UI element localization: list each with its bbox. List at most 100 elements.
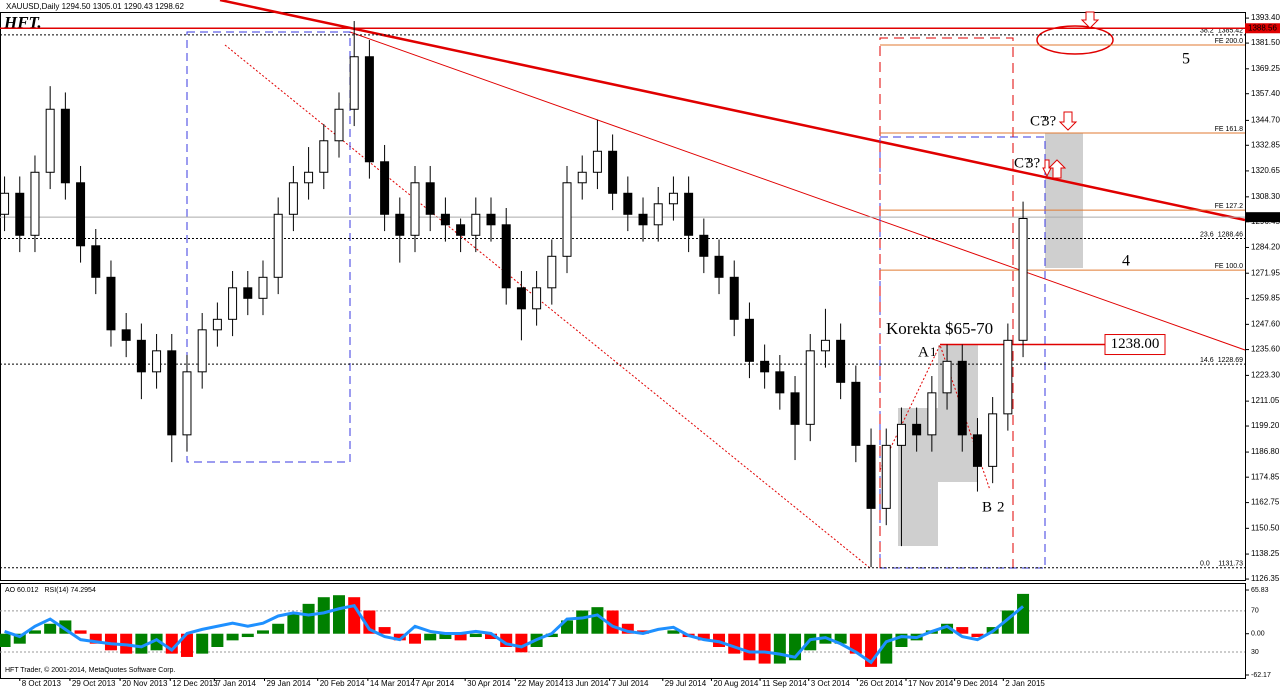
y-tick-label: 1247.60 (1251, 319, 1280, 328)
y-tick-label: 1211.05 (1251, 396, 1280, 405)
x-tick-label: 8 Oct 2013 (22, 679, 62, 688)
copyright: HFT Trader, © 2001-2014, MetaQuotes Soft… (5, 666, 175, 674)
candle-body (136, 339, 146, 373)
logo: HFT. (3, 13, 42, 32)
candle-body (820, 339, 830, 352)
x-tick-label: 3 Oct 2014 (811, 679, 851, 688)
trend-line (219, 0, 1246, 222)
candle-body (334, 108, 344, 142)
fe-name: FE 100.0 (1215, 263, 1244, 270)
fibo-value: 1288.46 (1218, 231, 1243, 238)
y-tick-label: 1271.95 (1251, 268, 1280, 277)
x-tick-label: 20 Feb 2014 (320, 679, 365, 688)
ao-bar (728, 633, 741, 654)
candle-body (288, 182, 298, 215)
y-tick-label: 1223.30 (1251, 371, 1280, 380)
y-tick-label: 1186.80 (1251, 447, 1280, 456)
annotation: 5 (1182, 51, 1190, 68)
x-tick-label: 20 Aug 2014 (713, 679, 758, 688)
candle-body (380, 161, 390, 215)
candle-body (15, 192, 25, 236)
price-tag-label: 1298.62 (1248, 212, 1277, 221)
fibo-name: 38.2 (1200, 28, 1214, 35)
ao-bar (849, 633, 862, 654)
price-tag (1245, 212, 1280, 223)
candle-body (30, 171, 40, 236)
candle-body (152, 350, 162, 373)
ao-bar (956, 627, 969, 634)
x-tick-label: 13 Jun 2014 (564, 679, 609, 688)
candle-body (243, 287, 253, 299)
ao-bar (743, 633, 756, 661)
ao-bar (180, 633, 193, 657)
candle-body (167, 350, 177, 436)
y-tick-label: 1174.85 (1251, 472, 1280, 481)
y-tick-label: 1308.30 (1251, 192, 1280, 201)
x-tick-label: 20 Nov 2013 (122, 679, 168, 688)
price-pane-frame (0, 12, 1246, 581)
fibo-name: 23.6 (1200, 231, 1214, 238)
candle-body (76, 182, 86, 247)
marked-level-box (1104, 334, 1166, 356)
x-tick-label: 29 Jan 2014 (267, 679, 312, 688)
fibo-value: 1385.42 (1218, 28, 1243, 35)
candle-body (349, 56, 359, 110)
fe-name: FE 127.2 (1215, 203, 1244, 210)
candle-body (775, 371, 785, 394)
box (879, 37, 1014, 568)
candle-body (684, 192, 694, 236)
annotation: B (982, 499, 992, 515)
y-tick-label: 1393.40 (1251, 13, 1280, 22)
candle-body (212, 318, 222, 331)
annotation: 3? (1026, 155, 1041, 171)
candle-body (425, 182, 435, 215)
x-tick-label: 7 Jan 2014 (216, 679, 256, 688)
candle-body (0, 192, 10, 215)
y-tick-label: 1332.85 (1251, 140, 1280, 149)
ao-bar (667, 630, 680, 634)
y-tick-label: 1162.75 (1251, 498, 1280, 507)
ao-bar (439, 633, 452, 640)
price-tag-label: 1388.56 (1248, 23, 1277, 32)
candle-body (319, 140, 329, 173)
x-tick-label: 7 Jul 2014 (612, 679, 649, 688)
annotation: 2 (997, 499, 1005, 515)
ao-bar (332, 595, 345, 634)
ao-bar (13, 633, 26, 644)
x-tick-label: 29 Jul 2014 (665, 679, 707, 688)
candle-body (471, 213, 481, 236)
candle-body (106, 276, 116, 331)
ao-bar (196, 633, 209, 654)
ao-bar (363, 610, 376, 634)
candle-body (942, 360, 952, 394)
ao-bar (89, 633, 102, 644)
candle-body (988, 413, 998, 467)
candle-body (957, 360, 967, 436)
up-arrow (1047, 159, 1067, 179)
y-tick-label: 1344.70 (1251, 115, 1280, 124)
ao-bar (941, 623, 954, 634)
fe-name: FE 200.0 (1215, 38, 1244, 45)
candle-body (592, 150, 602, 173)
candle-body (304, 171, 314, 184)
y-tick-label: 1381.50 (1251, 38, 1280, 47)
candle-body (623, 192, 633, 215)
annotation: 1 (930, 344, 937, 359)
ao-bar (393, 633, 406, 641)
x-tick-label: 17 Nov 2014 (908, 679, 954, 688)
target-zone (1045, 133, 1083, 268)
y-tick-label: 0.00 (1251, 631, 1265, 638)
ao-bar (591, 607, 604, 634)
ao-bar (348, 597, 361, 634)
annotation: C? (1014, 155, 1031, 171)
y-tick-label: 1369.25 (1251, 64, 1280, 73)
ao-bar (104, 633, 117, 651)
x-tick-label: 26 Oct 2014 (859, 679, 903, 688)
ao-bar (454, 633, 467, 641)
ao-bar (773, 633, 786, 664)
x-tick-label: 29 Oct 2013 (72, 679, 116, 688)
y-tick-label: 1199.20 (1251, 421, 1280, 430)
candle-body (912, 423, 922, 436)
indicator-pane-frame (0, 583, 1246, 679)
